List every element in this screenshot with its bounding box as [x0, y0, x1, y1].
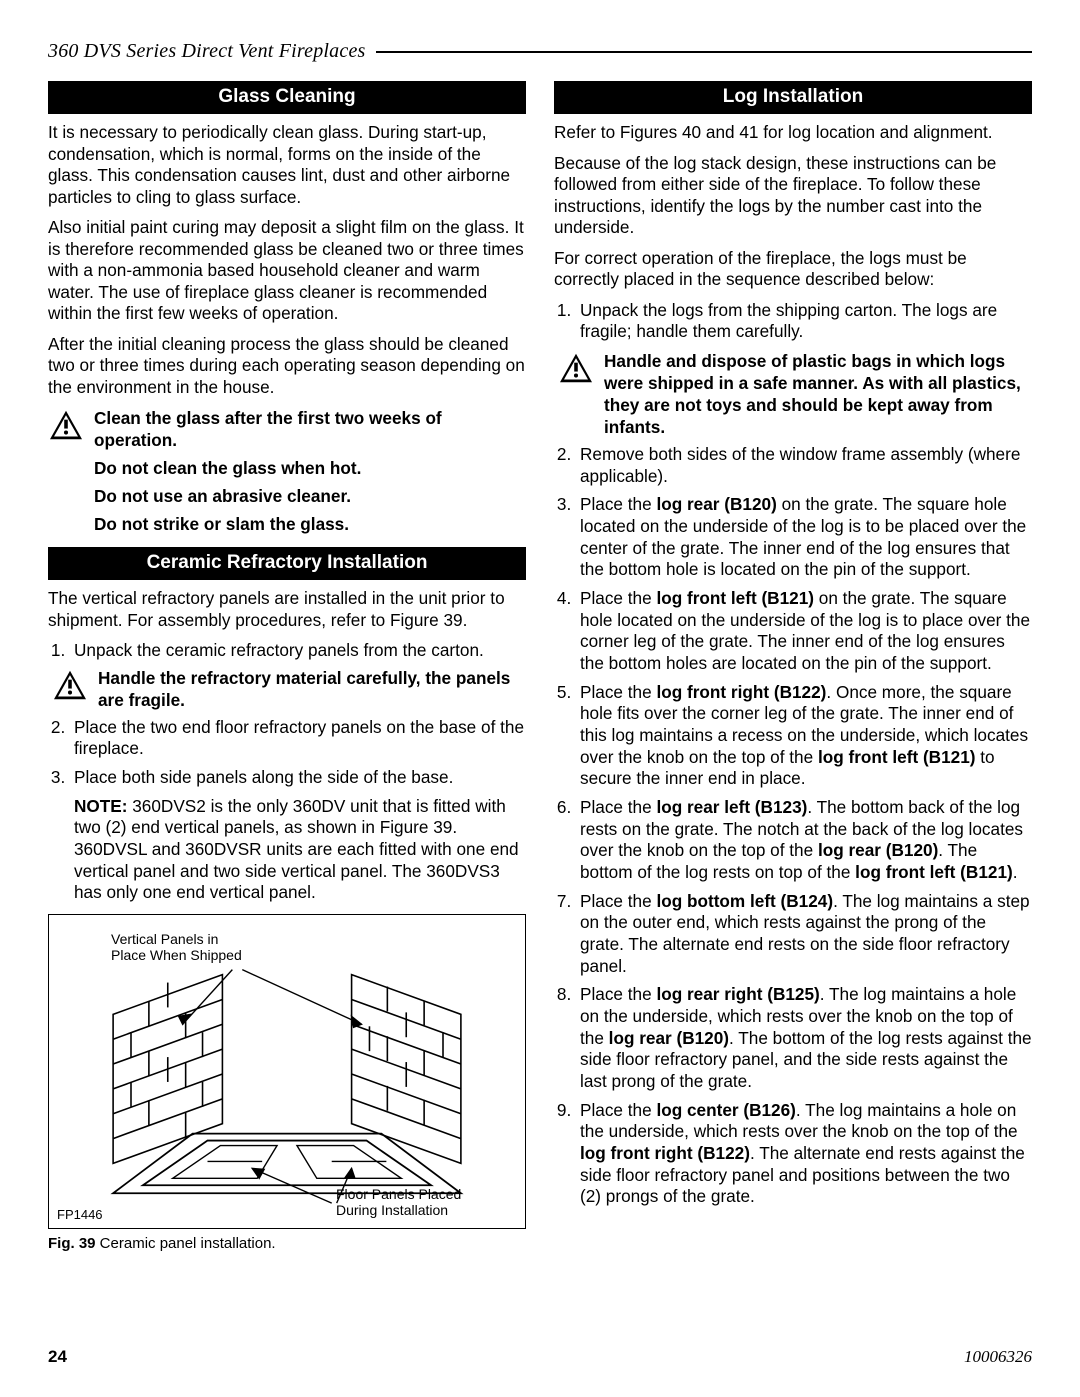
text: Place the — [580, 588, 656, 608]
note-text: 360DVS2 is the only 360DV unit that is f… — [74, 796, 519, 903]
warning-block: Clean the glass after the first two week… — [48, 407, 526, 451]
paragraph: Refer to Figures 40 and 41 for log locat… — [554, 122, 1032, 144]
ordered-list: Remove both sides of the window frame as… — [554, 444, 1032, 1208]
paragraph: Because of the log stack design, these i… — [554, 153, 1032, 239]
warning-line: Do not strike or slam the glass. — [48, 513, 526, 535]
note-label: NOTE: — [74, 796, 127, 816]
log-ref: log rear (B120) — [818, 840, 938, 860]
figure-label-bottom: Floor Panels Placed During Installation — [336, 1186, 461, 1218]
manual-page: 360 DVS Series Direct Vent Fireplaces Gl… — [0, 0, 1080, 1397]
paragraph: After the initial cleaning process the g… — [48, 334, 526, 399]
figure-39: Vertical Panels in Place When Shipped Fl… — [48, 914, 526, 1229]
warning-icon — [558, 352, 594, 384]
figure-number: Fig. 39 — [48, 1235, 96, 1252]
document-number: 10006326 — [964, 1347, 1032, 1367]
content-columns: Glass Cleaning It is necessary to period… — [48, 81, 1032, 1252]
log-ref: log rear right (B125) — [656, 984, 819, 1004]
list-item: Place the log bottom left (B124). The lo… — [576, 891, 1032, 978]
ordered-list: Unpack the ceramic refractory panels fro… — [48, 640, 526, 662]
warning-line: Do not clean the glass when hot. — [48, 457, 526, 479]
list-item: Place the log rear right (B125). The log… — [576, 984, 1032, 1092]
list-item: Place the log rear left (B123). The bott… — [576, 797, 1032, 884]
log-ref: log bottom left (B124) — [656, 891, 833, 911]
page-number: 24 — [48, 1347, 67, 1367]
text: Place the — [580, 682, 656, 702]
log-ref: log rear (B120) — [656, 494, 776, 514]
text: Place the — [580, 984, 656, 1004]
list-item: Place the two end floor refractory panel… — [70, 717, 526, 760]
list-item: Place the log rear (B120) on the grate. … — [576, 494, 1032, 581]
text: Place the — [580, 891, 656, 911]
warning-icon — [52, 669, 88, 701]
log-ref: log front right (B122) — [580, 1143, 750, 1163]
ordered-list: Place the two end floor refractory panel… — [48, 717, 526, 789]
right-column: Log Installation Refer to Figures 40 and… — [554, 81, 1032, 1252]
section-heading-log-installation: Log Installation — [554, 81, 1032, 114]
log-ref: log front left (B121) — [818, 747, 976, 767]
warning-block: Handle and dispose of plastic bags in wh… — [554, 350, 1032, 438]
ordered-list: Unpack the logs from the shipping carton… — [554, 300, 1032, 343]
warning-text: Clean the glass after the first two week… — [94, 407, 526, 451]
log-ref: log rear (B120) — [609, 1028, 729, 1048]
header-rule — [376, 51, 1032, 53]
text: Place the — [580, 1100, 656, 1120]
log-ref: log front left (B121) — [855, 862, 1013, 882]
paragraph: It is necessary to periodically clean gl… — [48, 122, 526, 208]
section-heading-glass-cleaning: Glass Cleaning — [48, 81, 526, 114]
note-paragraph: NOTE: 360DVS2 is the only 360DV unit tha… — [48, 796, 526, 904]
warning-icon — [48, 409, 84, 441]
paragraph: The vertical refractory panels are insta… — [48, 588, 526, 631]
warning-text: Handle and dispose of plastic bags in wh… — [604, 350, 1032, 438]
figure-caption-text: Ceramic panel installation. — [96, 1235, 276, 1252]
list-item: Unpack the ceramic refractory panels fro… — [70, 640, 526, 662]
page-title: 360 DVS Series Direct Vent Fireplaces — [48, 40, 366, 63]
list-item: Unpack the logs from the shipping carton… — [576, 300, 1032, 343]
list-item: Place the log front left (B121) on the g… — [576, 588, 1032, 675]
log-ref: log front left (B121) — [656, 588, 814, 608]
page-header: 360 DVS Series Direct Vent Fireplaces — [48, 40, 1032, 63]
warning-line: Do not use an abrasive cleaner. — [48, 485, 526, 507]
warning-text: Handle the refractory material carefully… — [98, 667, 526, 711]
warning-block: Handle the refractory material carefully… — [48, 667, 526, 711]
left-column: Glass Cleaning It is necessary to period… — [48, 81, 526, 1252]
list-item: Remove both sides of the window frame as… — [576, 444, 1032, 487]
paragraph: Also initial paint curing may deposit a … — [48, 217, 526, 325]
section-heading-ceramic-refractory: Ceramic Refractory Installation — [48, 547, 526, 580]
list-item: Place both side panels along the side of… — [70, 767, 526, 789]
page-footer: 24 10006326 — [48, 1347, 1032, 1367]
log-ref: log front right (B122) — [656, 682, 826, 702]
text: Place the — [580, 494, 656, 514]
text: Place the — [580, 797, 656, 817]
paragraph: For correct operation of the fireplace, … — [554, 248, 1032, 291]
list-item: Place the log center (B126). The log mai… — [576, 1100, 1032, 1208]
figure-caption: Fig. 39 Ceramic panel installation. — [48, 1235, 526, 1252]
text: . — [1013, 862, 1018, 882]
figure-fp-code: FP1446 — [57, 1207, 103, 1222]
list-item: Place the log front right (B122). Once m… — [576, 682, 1032, 790]
log-ref: log center (B126) — [656, 1100, 795, 1120]
figure-label-top: Vertical Panels in Place When Shipped — [111, 931, 242, 963]
log-ref: log rear left (B123) — [656, 797, 807, 817]
